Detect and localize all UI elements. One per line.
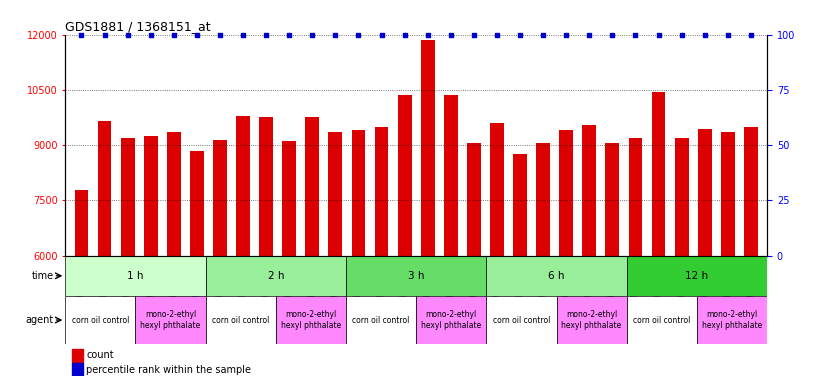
Point [214,31,227,38]
Text: time: time [32,271,54,281]
Bar [259,118,273,384]
Point [98,31,111,38]
Point [444,31,457,38]
Point [167,31,180,38]
Bar [490,123,503,384]
Text: 3 h: 3 h [408,271,424,281]
Bar [652,92,666,384]
Point [513,31,526,38]
Point [144,31,157,38]
Bar [421,40,435,384]
Point [121,31,134,38]
Text: corn oil control: corn oil control [72,316,129,324]
Bar [166,132,180,384]
Point [698,31,712,38]
Point [675,31,688,38]
Bar [675,138,689,384]
Bar [73,349,83,362]
Point [652,31,665,38]
Bar [559,131,573,384]
Bar [305,118,319,384]
Text: corn oil control: corn oil control [493,316,550,324]
Bar [121,138,135,384]
FancyBboxPatch shape [135,296,206,344]
FancyBboxPatch shape [65,296,135,344]
Bar [74,190,88,384]
FancyBboxPatch shape [697,296,767,344]
Bar [282,141,296,384]
FancyBboxPatch shape [206,296,276,344]
Point [259,31,273,38]
Point [75,31,88,38]
Bar [190,151,204,384]
Text: 6 h: 6 h [548,271,565,281]
Text: GDS1881 / 1368151_at: GDS1881 / 1368151_at [65,20,211,33]
Text: 2 h: 2 h [268,271,284,281]
FancyBboxPatch shape [65,256,206,296]
Point [190,31,203,38]
Bar [328,132,342,384]
Text: corn oil control: corn oil control [212,316,269,324]
Bar [628,138,642,384]
Bar [698,129,712,384]
Bar [513,154,527,384]
Point [629,31,642,38]
FancyBboxPatch shape [627,256,767,296]
Bar [744,127,758,384]
Point [490,31,503,38]
FancyBboxPatch shape [346,256,486,296]
Point [583,31,596,38]
Point [352,31,365,38]
Bar [536,143,550,384]
Point [282,31,295,38]
Text: mono-2-ethyl
hexyl phthalate: mono-2-ethyl hexyl phthalate [140,310,201,330]
FancyBboxPatch shape [346,296,416,344]
Point [744,31,757,38]
Point [537,31,550,38]
Bar [144,136,157,384]
Bar [98,121,112,384]
Bar [444,95,458,384]
Bar [236,116,250,384]
Text: 1 h: 1 h [127,271,144,281]
Point [329,31,342,38]
Bar [721,132,734,384]
Point [306,31,319,38]
Text: count: count [86,351,114,361]
FancyBboxPatch shape [486,256,627,296]
FancyBboxPatch shape [416,296,486,344]
Bar [397,95,411,384]
Text: mono-2-ethyl
hexyl phthalate: mono-2-ethyl hexyl phthalate [421,310,481,330]
Point [560,31,573,38]
FancyBboxPatch shape [627,296,697,344]
Point [237,31,250,38]
Point [421,31,434,38]
Text: agent: agent [25,315,54,325]
Bar [467,143,481,384]
Bar [352,131,366,384]
Text: mono-2-ethyl
hexyl phthalate: mono-2-ethyl hexyl phthalate [702,310,762,330]
Bar [73,363,83,376]
Text: mono-2-ethyl
hexyl phthalate: mono-2-ethyl hexyl phthalate [561,310,622,330]
FancyBboxPatch shape [557,296,627,344]
Point [721,31,734,38]
Text: 12 h: 12 h [685,271,708,281]
FancyBboxPatch shape [486,296,557,344]
Point [605,31,619,38]
FancyBboxPatch shape [276,296,346,344]
Point [468,31,481,38]
Bar [213,140,227,384]
Bar [583,125,596,384]
Text: corn oil control: corn oil control [353,316,410,324]
Bar [375,127,388,384]
Text: mono-2-ethyl
hexyl phthalate: mono-2-ethyl hexyl phthalate [281,310,341,330]
Text: corn oil control: corn oil control [633,316,690,324]
Point [398,31,411,38]
FancyBboxPatch shape [206,256,346,296]
Point [375,31,388,38]
Bar [605,143,619,384]
Text: percentile rank within the sample: percentile rank within the sample [86,365,251,375]
